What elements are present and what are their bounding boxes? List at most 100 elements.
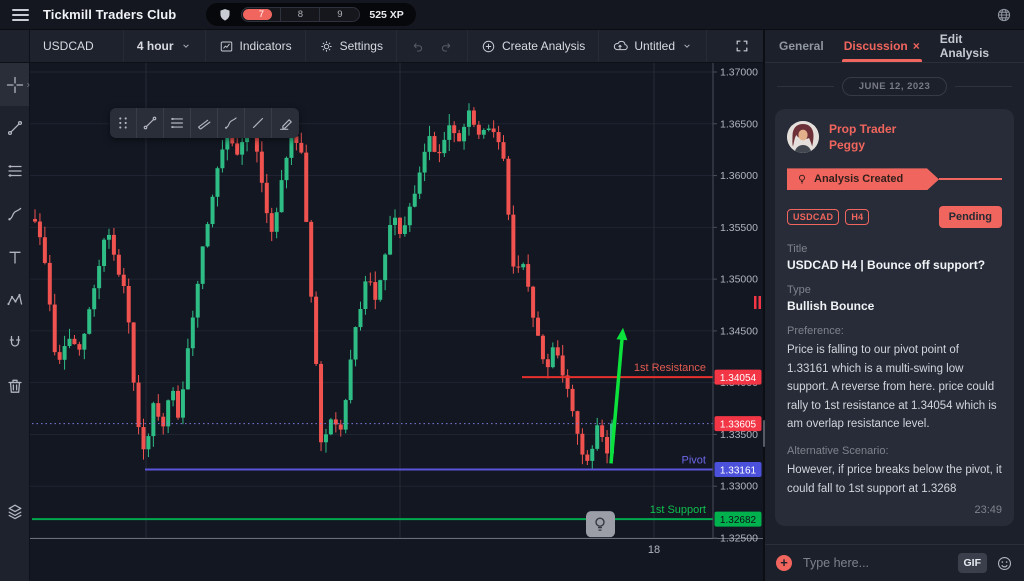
analysis-type: Bullish Bounce (787, 299, 1002, 313)
xp-segment-8: 8 (281, 8, 320, 21)
svg-text:1.35000: 1.35000 (720, 274, 758, 286)
tab-discussion[interactable]: Discussion× (844, 30, 920, 62)
sidebar-tool-magnet-icon[interactable] (0, 321, 29, 364)
trading-app: { "topbar": { "title": "Tickmill Traders… (0, 0, 1024, 581)
plus-circle-icon (481, 39, 496, 54)
create-analysis-button[interactable]: Create Analysis (467, 30, 599, 62)
cloud-upload-icon (612, 38, 628, 54)
main-layout: › USDCAD 4 hour Indicators Settings (0, 30, 1024, 581)
tab-general[interactable]: General (779, 30, 824, 62)
preference-section: Preference: Price is falling to our pivo… (787, 325, 1002, 433)
float-tool-grip-icon[interactable] (110, 108, 137, 138)
xp-segment-9: 9 (320, 8, 359, 21)
tab-edit-analysis[interactable]: Edit Analysis (940, 30, 1010, 62)
svg-text:1st Resistance: 1st Resistance (634, 362, 706, 374)
svg-text:1.34500: 1.34500 (720, 325, 758, 337)
chart-area[interactable]: 1st Resistance Pivot 1st Support 1.37000 1.3… (30, 63, 763, 581)
svg-text:1.37000: 1.37000 (720, 67, 758, 79)
lightbulb-icon (796, 173, 808, 185)
candlestick-chart[interactable]: 1st Resistance Pivot 1st Support 1.37000 1.3… (30, 63, 763, 581)
sidebar-tool-crosshair-icon[interactable]: › (0, 63, 29, 106)
menu-icon[interactable] (12, 9, 29, 21)
panel-tabs: General Discussion× Edit Analysis (765, 30, 1024, 63)
shield-icon (218, 8, 232, 22)
svg-text:1.32682: 1.32682 (720, 515, 757, 526)
svg-text:1.35500: 1.35500 (720, 222, 758, 234)
analysis-message-card: Prop Trader Peggy Analysis Created USDCA… (775, 109, 1014, 526)
svg-text:1.33000: 1.33000 (720, 481, 758, 493)
sidebar-tool-layers-icon[interactable] (0, 490, 29, 533)
analysis-panel: General Discussion× Edit Analysis JUNE 1… (765, 30, 1024, 581)
xp-progress-pill[interactable]: 7 8 9 525 XP (206, 3, 415, 26)
chart-toolbar: USDCAD 4 hour Indicators Settings Create… (30, 30, 763, 63)
message-timestamp: 23:49 (787, 504, 1002, 516)
preference-text: Price is falling to our pivot point of 1… (787, 341, 1002, 433)
badge-row: USDCAD H4 Pending (787, 206, 1002, 228)
symbol-button[interactable]: USDCAD (30, 30, 124, 62)
type-section: Type Bullish Bounce (787, 284, 1002, 313)
analysis-created-ribbon: Analysis Created (787, 168, 939, 190)
discussion-feed[interactable]: JUNE 12, 2023 Prop Trader Peggy A (765, 63, 1024, 544)
svg-text:1.33605: 1.33605 (720, 419, 757, 430)
date-pill: JUNE 12, 2023 (842, 77, 947, 96)
fullscreen-button[interactable] (721, 30, 763, 62)
gear-icon (319, 39, 334, 54)
sidebar-tool-brush-icon[interactable] (0, 192, 29, 235)
indicators-icon (219, 39, 234, 54)
history-buttons (397, 30, 467, 62)
attach-icon[interactable]: + (776, 555, 792, 571)
message-input[interactable] (801, 555, 949, 571)
float-tool-brush-icon[interactable] (218, 108, 245, 138)
svg-text:1.33161: 1.33161 (720, 465, 757, 476)
emoji-icon[interactable] (996, 555, 1013, 572)
chevron-down-icon (180, 40, 192, 52)
avatar[interactable] (787, 121, 819, 153)
symbol-badge: USDCAD (787, 209, 839, 225)
sidebar-tool-pattern-icon[interactable] (0, 278, 29, 321)
undo-icon[interactable] (410, 39, 425, 54)
svg-text:1.34054: 1.34054 (720, 373, 757, 384)
float-tool-eraser-icon[interactable] (272, 108, 299, 138)
xp-track: 7 8 9 (241, 7, 360, 22)
date-divider: JUNE 12, 2023 (777, 77, 1012, 96)
float-tool-trend-line-icon[interactable] (137, 108, 164, 138)
float-tool-line-icon[interactable] (245, 108, 272, 138)
svg-text:1st Support: 1st Support (650, 504, 706, 516)
interval-dropdown[interactable]: 4 hour (124, 30, 206, 62)
top-bar: Tickmill Traders Club 7 8 9 525 XP (0, 0, 1024, 30)
author-name[interactable]: Prop Trader Peggy (829, 121, 896, 153)
xp-total: 525 XP (369, 9, 403, 21)
close-icon[interactable]: × (913, 39, 920, 53)
sidebar-header-spacer (0, 30, 29, 63)
title-section: Title USDCAD H4 | Bounce off support? (787, 243, 1002, 272)
settings-button[interactable]: Settings (306, 30, 397, 62)
save-dropdown[interactable]: Untitled (599, 30, 707, 62)
drawing-sidebar: › (0, 30, 30, 581)
svg-text:1.36000: 1.36000 (720, 170, 758, 182)
xp-segment-7: 7 (242, 8, 281, 21)
redo-icon[interactable] (439, 39, 454, 54)
svg-text:1.36500: 1.36500 (720, 118, 758, 130)
float-tool-fib-icon[interactable] (164, 108, 191, 138)
sidebar-tool-fib-icon[interactable] (0, 149, 29, 192)
sidebar-tool-text-icon[interactable] (0, 235, 29, 278)
analysis-title: USDCAD H4 | Bounce off support? (787, 258, 1002, 272)
svg-text:Pivot: Pivot (682, 455, 706, 467)
ribbon-tail (939, 178, 1002, 180)
fullscreen-icon (734, 38, 750, 54)
chevron-down-icon (681, 40, 693, 52)
alternative-text: However, if price breaks below the pivot… (787, 461, 1002, 498)
sidebar-tool-trend-line-icon[interactable] (0, 106, 29, 149)
float-tool-pitchfork-icon[interactable] (191, 108, 218, 138)
event-ribbon-row: Analysis Created (787, 168, 1002, 190)
timeframe-badge: H4 (845, 209, 869, 225)
globe-icon[interactable] (996, 7, 1012, 23)
status-badge[interactable]: Pending (939, 206, 1002, 228)
gif-button[interactable]: GIF (958, 553, 988, 573)
svg-text:18: 18 (648, 544, 660, 556)
alternative-section: Alternative Scenario: However, if price … (787, 445, 1002, 498)
svg-text:1.32500: 1.32500 (720, 533, 758, 545)
app-title: Tickmill Traders Club (43, 7, 176, 22)
sidebar-tool-trash-icon[interactable] (0, 364, 29, 407)
indicators-button[interactable]: Indicators (206, 30, 306, 62)
